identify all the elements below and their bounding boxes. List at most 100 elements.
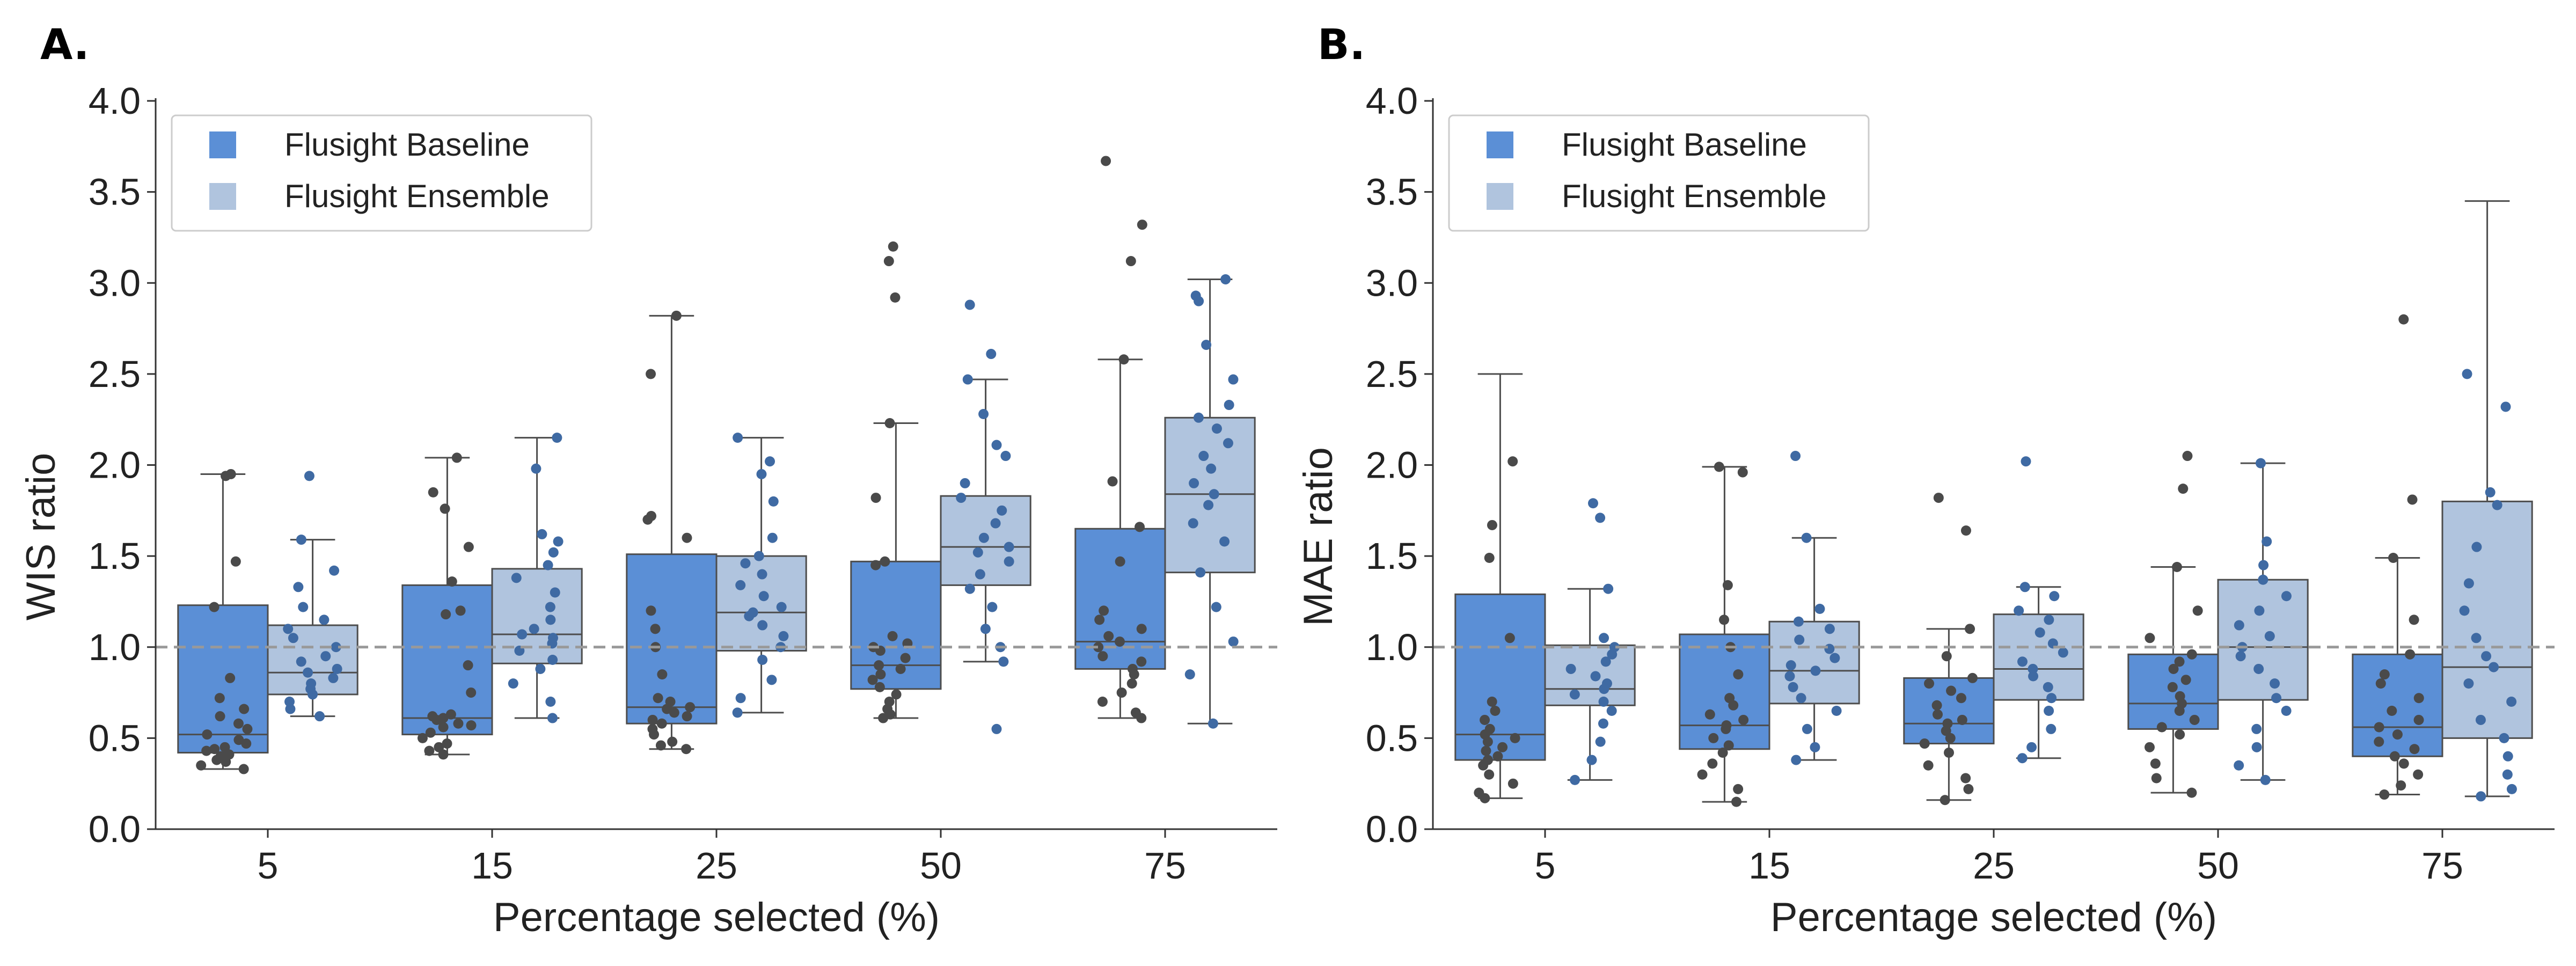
- data-point: [1487, 697, 1497, 707]
- data-point: [1116, 687, 1127, 698]
- data-point: [547, 633, 558, 643]
- x-tick-label: 75: [1144, 845, 1186, 887]
- data-point: [2485, 487, 2496, 497]
- data-point: [2462, 369, 2472, 379]
- data-point: [1490, 705, 1501, 716]
- data-point: [1136, 656, 1147, 667]
- data-point: [1810, 742, 1820, 752]
- data-point: [682, 532, 692, 543]
- data-point: [1211, 423, 1222, 434]
- data-point: [529, 624, 539, 634]
- data-point: [884, 697, 895, 707]
- data-point: [1595, 736, 1606, 747]
- box: [491, 568, 583, 664]
- data-point: [320, 651, 331, 662]
- data-point: [978, 532, 989, 543]
- box: [1768, 620, 1860, 705]
- data-point: [960, 478, 970, 488]
- data-point: [874, 682, 885, 692]
- data-point: [1099, 605, 1109, 616]
- data-point: [1831, 705, 1842, 716]
- data-point: [2156, 722, 2167, 733]
- data-point: [225, 469, 236, 479]
- data-point: [1941, 651, 1952, 662]
- data-point: [2028, 671, 2039, 682]
- data-point: [1824, 643, 1835, 654]
- y-tick-label: 1.0: [89, 626, 141, 668]
- data-point: [328, 672, 339, 683]
- data-point: [2186, 649, 2197, 660]
- data-point: [1184, 669, 1195, 680]
- data-point: [1484, 769, 1495, 780]
- data-point: [1722, 580, 1733, 590]
- legend-swatch-baseline: [209, 131, 236, 158]
- data-point: [1484, 723, 1495, 734]
- data-point: [2182, 451, 2193, 462]
- data-point: [2251, 723, 2262, 734]
- data-point: [447, 576, 457, 587]
- data-point: [455, 605, 466, 616]
- data-point: [887, 631, 898, 641]
- data-point: [517, 629, 528, 640]
- data-point: [2255, 458, 2266, 469]
- data-point: [1125, 256, 1136, 267]
- data-point: [219, 742, 230, 752]
- data-point: [2392, 729, 2403, 740]
- data-point: [1737, 467, 1748, 478]
- data-point: [284, 697, 295, 707]
- data-point: [646, 369, 656, 379]
- data-point: [531, 463, 541, 474]
- data-point: [748, 607, 758, 618]
- data-point: [757, 569, 767, 580]
- data-point: [1724, 693, 1735, 704]
- data-point: [1586, 755, 1597, 765]
- data-point: [647, 723, 658, 734]
- x-axis-title: Percentage selected (%): [493, 895, 940, 940]
- data-point: [1094, 614, 1105, 625]
- legend-label-ensemble: Flusight Ensemble: [1562, 178, 1827, 214]
- data-point: [440, 503, 450, 514]
- y-tick-label: 3.0: [89, 262, 141, 304]
- data-point: [1802, 723, 1812, 734]
- data-point: [1211, 602, 1221, 612]
- data-point: [1504, 633, 1515, 643]
- data-point: [964, 583, 975, 594]
- data-point: [2413, 693, 2424, 704]
- data-point: [1829, 653, 1840, 663]
- plot-area: 0.0 0.5 1.0 1.5 2.0 2.5 3.0 3.5 4.0 5 15 25 50 75: [89, 80, 1277, 887]
- data-point: [1946, 685, 1957, 696]
- data-point: [1791, 755, 1802, 765]
- data-point: [1190, 290, 1201, 301]
- data-point: [1481, 745, 1491, 756]
- data-point: [438, 713, 449, 723]
- data-point: [1220, 274, 1231, 284]
- data-point: [1136, 624, 1147, 634]
- data-point: [2017, 656, 2028, 667]
- panel-a: A. WIS ratio Percentage selected (%) 0.0…: [18, 21, 1277, 940]
- data-point: [201, 745, 212, 756]
- data-point: [535, 663, 546, 674]
- data-point: [428, 487, 438, 497]
- data-point: [778, 631, 789, 641]
- data-point: [884, 418, 895, 428]
- data-point: [552, 433, 562, 443]
- data-point: [2044, 705, 2054, 716]
- data-point: [1115, 556, 1125, 567]
- data-point: [682, 711, 692, 722]
- box: [2352, 653, 2443, 757]
- data-point: [1510, 733, 1520, 743]
- data-point: [2258, 574, 2268, 585]
- data-point: [508, 678, 518, 689]
- data-point: [735, 580, 746, 590]
- data-point: [1723, 740, 1734, 751]
- data-point: [215, 751, 226, 762]
- y-tick-label: 0.5: [89, 717, 141, 759]
- data-point: [1942, 718, 1953, 729]
- data-point: [870, 560, 881, 570]
- data-point: [2258, 560, 2269, 570]
- data-point: [2281, 591, 2292, 602]
- data-point: [1482, 755, 1493, 765]
- x-tick-label: 25: [696, 845, 737, 887]
- data-point: [2192, 605, 2203, 616]
- data-point: [2374, 736, 2384, 747]
